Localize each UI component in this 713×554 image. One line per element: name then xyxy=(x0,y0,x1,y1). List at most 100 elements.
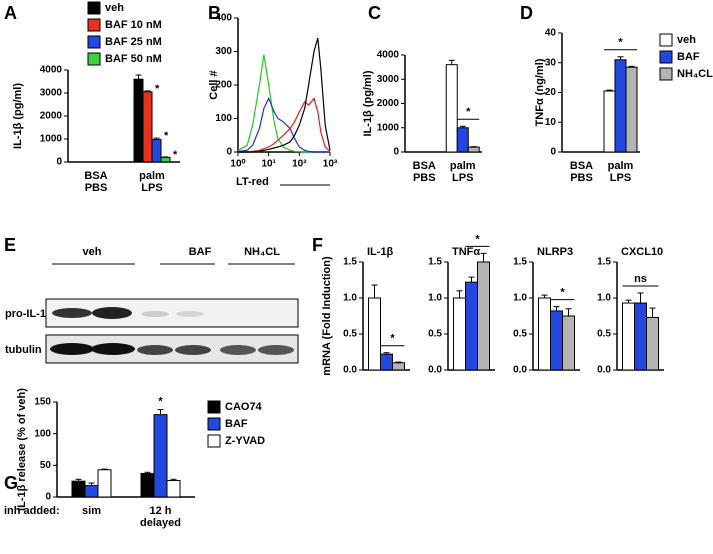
x-tick-label: BSA xyxy=(84,170,107,182)
legend-swatch xyxy=(207,434,221,448)
bar xyxy=(538,297,551,371)
legend-swatch xyxy=(87,1,101,15)
legend-label: veh xyxy=(105,2,124,14)
x-tick-label: PBS xyxy=(85,182,108,194)
y-tick-label: 1.0 xyxy=(428,293,442,304)
bar xyxy=(622,302,635,371)
y-tick-label: 30 xyxy=(545,57,557,68)
blot-group-label: BAF xyxy=(189,246,212,258)
significance: * xyxy=(158,396,163,408)
bar xyxy=(97,469,112,498)
band xyxy=(141,311,169,317)
bar xyxy=(625,66,638,153)
legend-swatch xyxy=(87,52,101,66)
chart-title: IL-1β xyxy=(367,246,394,258)
x-tick-label: palm xyxy=(450,160,476,172)
band xyxy=(52,308,92,318)
legend-label: NH₄CL xyxy=(677,68,713,80)
bar xyxy=(368,297,381,371)
y-tick-label: 1000 xyxy=(377,122,400,133)
bar xyxy=(392,362,405,371)
y-tick-label: 50 xyxy=(40,460,52,471)
histogram-line xyxy=(237,54,330,153)
y-tick-label: 3000 xyxy=(377,74,400,85)
y-axis-label: mRNA (Fold Induction) xyxy=(321,256,333,376)
western-blot: veh BAF NH₄CL pro-IL-1β tubulin xyxy=(5,246,299,364)
bar xyxy=(142,91,153,163)
legend-label: BAF 10 nM xyxy=(105,19,162,31)
y-axis-label: IL-1β (pg/ml) xyxy=(362,70,374,136)
y-tick-label: 300 xyxy=(215,46,232,57)
bar xyxy=(453,297,466,371)
bar xyxy=(456,127,469,153)
bar xyxy=(445,64,458,153)
x-tick-label: 10³ xyxy=(323,159,338,170)
y-tick-label: 2000 xyxy=(377,98,400,109)
legend-swatch xyxy=(87,35,101,49)
significance: * xyxy=(173,149,178,161)
blot-group-label: veh xyxy=(83,246,102,258)
y-tick-label: 1.5 xyxy=(343,257,357,268)
y-axis-label: Cell # xyxy=(208,70,220,99)
bar xyxy=(71,480,86,498)
bar xyxy=(140,473,155,498)
histogram-line xyxy=(238,97,331,153)
y-tick-label: 3000 xyxy=(40,88,63,99)
y-tick-label: 0.5 xyxy=(513,329,527,340)
y-tick-label: 1.5 xyxy=(597,257,611,268)
legend-swatch xyxy=(659,67,673,81)
x-tick-label: palm xyxy=(608,160,634,172)
x-tick-label: PBS xyxy=(570,172,593,184)
legend-swatch xyxy=(659,50,673,64)
significance: ns xyxy=(634,273,647,285)
significance: * xyxy=(466,106,471,118)
chart-title: TNFα xyxy=(452,246,480,258)
x-tick-label: palm xyxy=(139,170,165,182)
y-tick-label: 100 xyxy=(215,113,232,124)
panel-letter: G xyxy=(4,473,18,493)
legend-label: BAF xyxy=(677,51,700,63)
y-tick-label: 2000 xyxy=(40,111,63,122)
y-tick-label: 1.0 xyxy=(343,293,357,304)
y-tick-label: 0.0 xyxy=(428,365,442,376)
bar xyxy=(166,480,181,498)
bar xyxy=(603,90,616,153)
x-tick-label: sim xyxy=(82,505,101,517)
y-tick-label: 200 xyxy=(215,80,232,91)
y-tick-label: 0 xyxy=(226,147,232,158)
y-tick-label: 1.0 xyxy=(597,293,611,304)
legend-swatch xyxy=(207,400,221,414)
x-tick-label: LPS xyxy=(452,172,473,184)
panel-letter: B xyxy=(208,3,221,23)
y-tick-label: 0 xyxy=(45,492,51,503)
significance: * xyxy=(475,233,480,245)
panel-letter: D xyxy=(520,3,533,23)
y-tick-label: 100 xyxy=(34,428,51,439)
y-tick-label: 20 xyxy=(545,87,557,98)
y-axis-label: IL-1β (pg/ml) xyxy=(12,83,24,149)
significance: * xyxy=(164,130,169,142)
band xyxy=(176,311,204,317)
y-tick-label: 0.0 xyxy=(597,365,611,376)
y-axis-label: IL-1β release (% of veh) xyxy=(16,388,28,511)
blot-row-label: tubulin xyxy=(5,344,42,356)
x-tick-label: LPS xyxy=(141,182,162,194)
y-tick-label: 1.5 xyxy=(428,257,442,268)
y-tick-label: 4000 xyxy=(40,65,63,76)
legend-label: BAF xyxy=(225,418,248,430)
x-tick-label: BSA xyxy=(570,160,593,172)
y-tick-label: 150 xyxy=(34,397,51,408)
y-tick-label: 1.5 xyxy=(513,257,527,268)
bar xyxy=(151,138,162,163)
legend-label: Z-YVAD xyxy=(225,435,265,447)
panel-letter: F xyxy=(312,235,323,255)
significance: * xyxy=(155,83,160,95)
y-tick-label: 0.5 xyxy=(597,329,611,340)
panel-letter: C xyxy=(368,3,381,23)
y-tick-label: 0.0 xyxy=(343,365,357,376)
x-tick-label: 10² xyxy=(292,159,307,170)
significance: * xyxy=(618,37,623,49)
panel-letter: E xyxy=(4,235,16,255)
band xyxy=(220,345,256,355)
bar xyxy=(646,316,659,371)
